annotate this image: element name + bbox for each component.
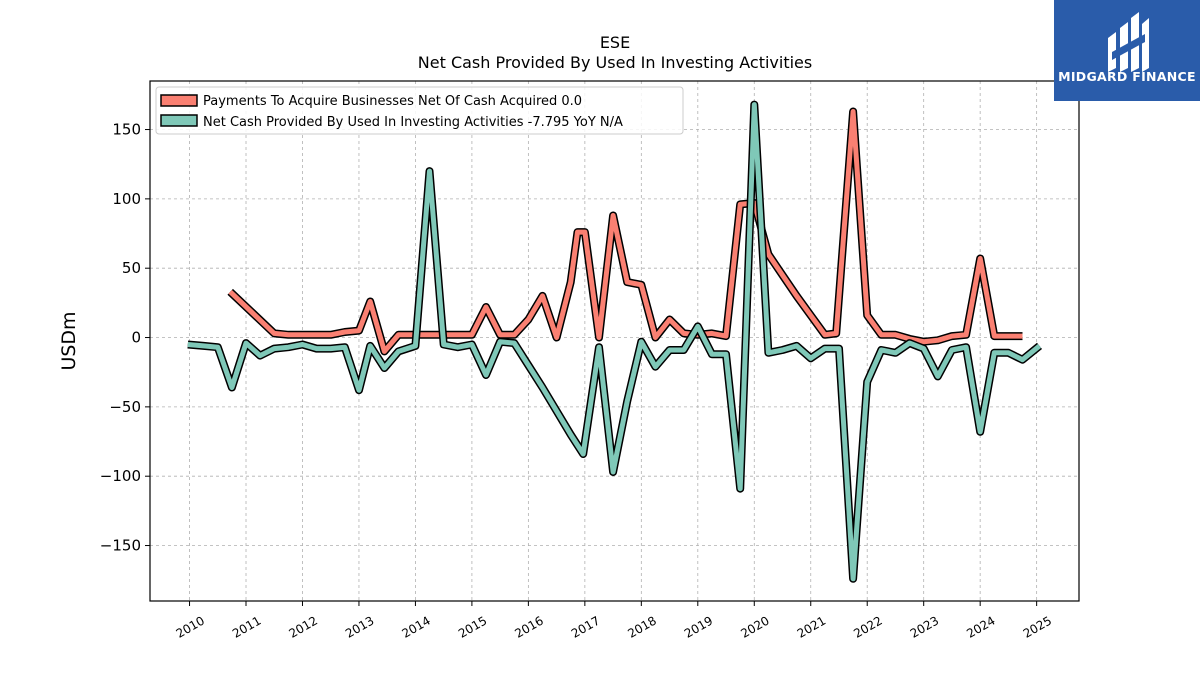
y-tick-label: 50 <box>122 259 141 277</box>
legend-label-net-cash: Net Cash Provided By Used In Investing A… <box>203 115 623 130</box>
series-lines <box>187 100 1043 583</box>
midgard-finance-logo: MIDGARD FINANCE <box>1054 0 1200 101</box>
y-axis-label: USDm <box>58 311 80 370</box>
chart-title: ESE <box>600 33 630 52</box>
series-net-cash <box>187 100 1043 583</box>
legend-item-net-cash: Net Cash Provided By Used In Investing A… <box>160 114 623 130</box>
legend: Payments To Acquire Businesses Net Of Ca… <box>155 86 684 135</box>
legend-label-payments: Payments To Acquire Businesses Net Of Ca… <box>203 94 582 109</box>
y-axis-ticks: −150 −100 −50 0 50 100 150 <box>100 121 150 555</box>
legend-item-payments: Payments To Acquire Businesses Net Of Ca… <box>160 94 582 109</box>
legend-box <box>155 86 684 135</box>
legend-swatch-net-cash <box>160 114 198 127</box>
y-tick-label: −100 <box>100 467 141 485</box>
series-payments <box>227 107 1023 356</box>
grid-lines <box>150 81 1079 601</box>
plot-frame <box>149 80 1080 602</box>
y-tick-label: 150 <box>112 121 141 139</box>
y-tick-label: 0 <box>131 329 141 347</box>
y-tick-label: 100 <box>112 190 141 208</box>
y-tick-label: −50 <box>109 398 141 416</box>
chart-subtitle: Net Cash Provided By Used In Investing A… <box>418 53 812 72</box>
legend-swatch-payments <box>160 94 198 107</box>
series-line <box>187 102 1042 582</box>
logo-text: MIDGARD FINANCE <box>1058 69 1196 84</box>
logo-mark-icon <box>1108 12 1149 72</box>
series-line <box>228 109 1023 354</box>
y-tick-label: −150 <box>100 537 141 555</box>
